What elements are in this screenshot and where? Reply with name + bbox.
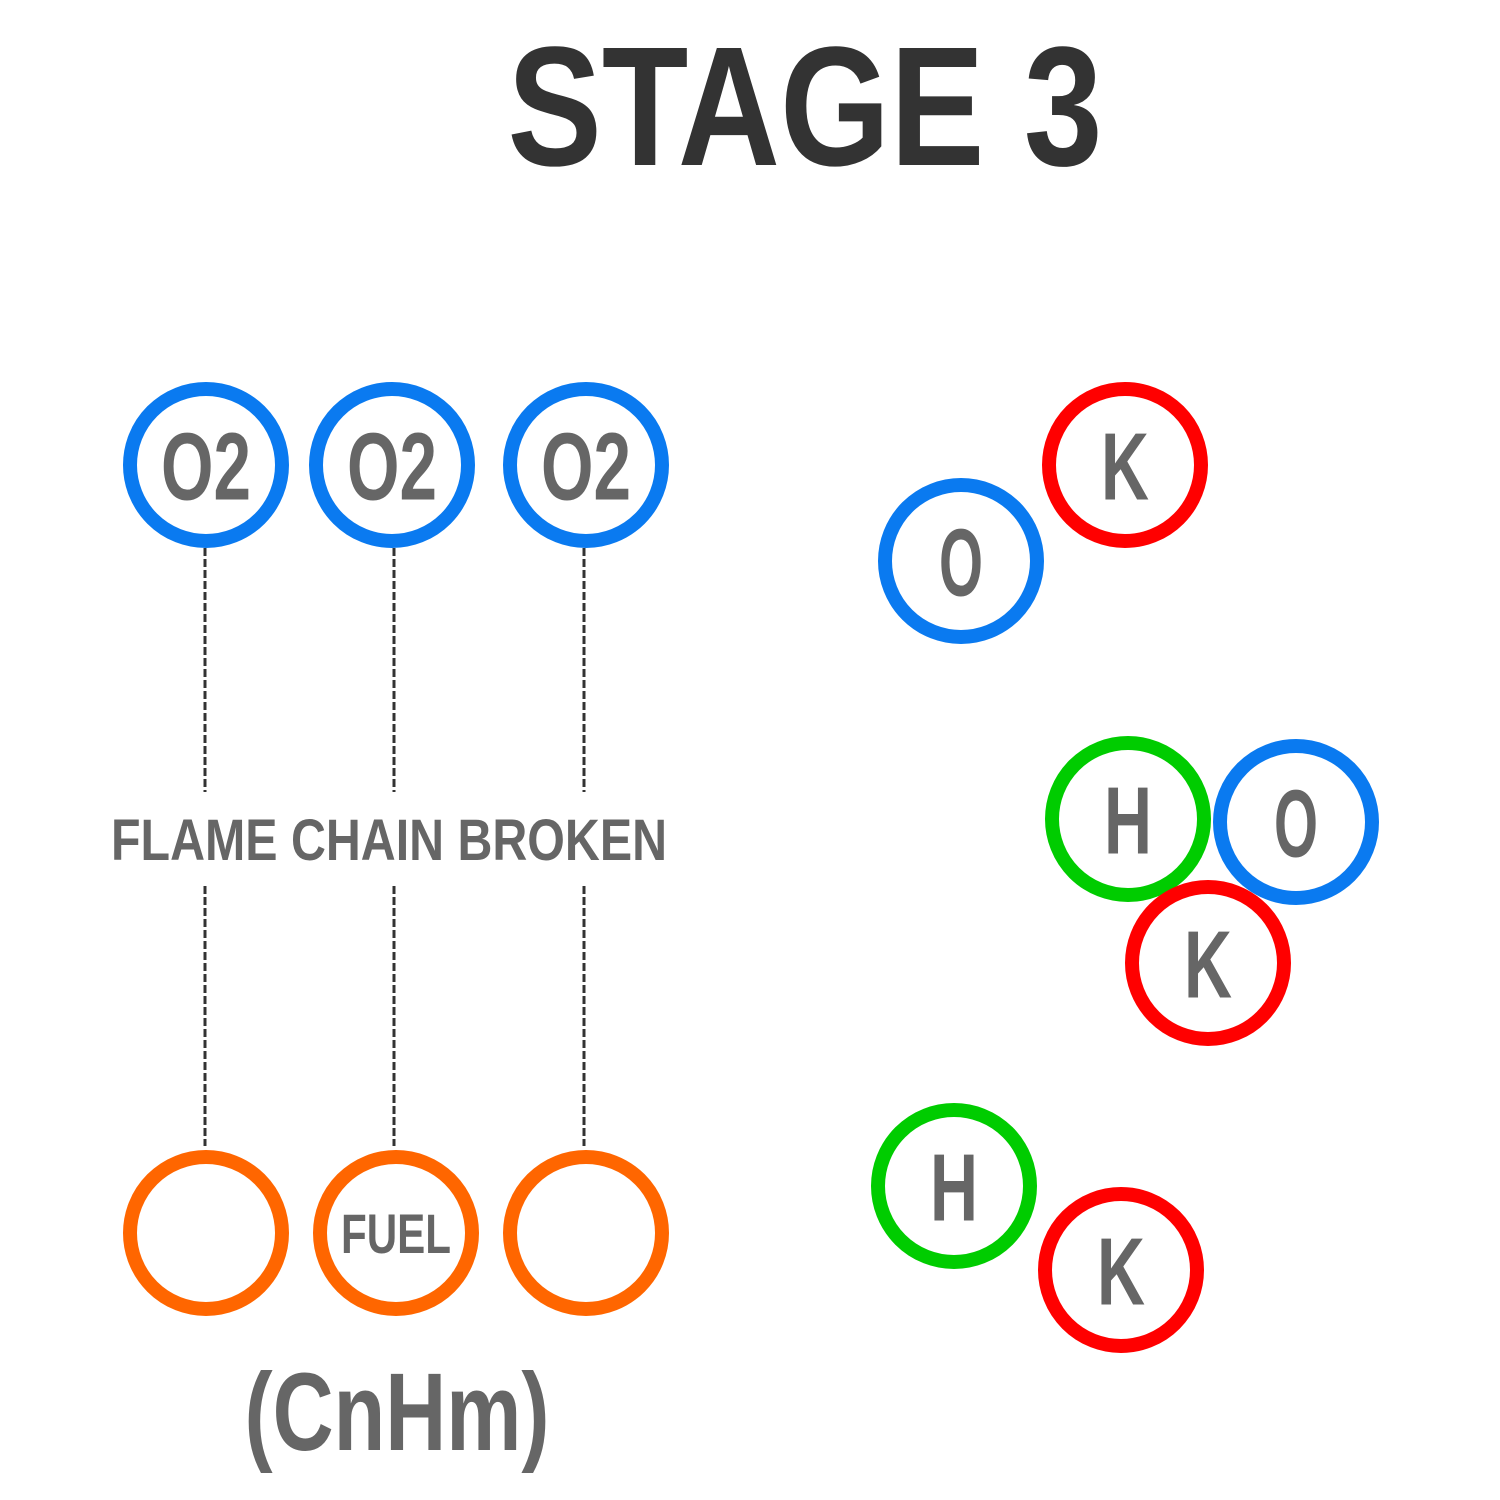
atom-o: O bbox=[878, 478, 1044, 644]
oxygen-molecule-ring bbox=[123, 382, 289, 548]
atom-h-label: H bbox=[1104, 768, 1152, 875]
oxygen-molecule: O2 bbox=[309, 382, 475, 548]
page-title: STAGE 3 bbox=[508, 12, 1103, 202]
oxygen-molecule-ring bbox=[309, 382, 475, 548]
fuel-molecule: FUEL bbox=[313, 1150, 479, 1316]
oxygen-molecule: O2 bbox=[503, 382, 669, 548]
fuel-molecule-label: FUEL bbox=[341, 1202, 451, 1265]
atom-k: K bbox=[1038, 1187, 1204, 1353]
atom-o-label: O bbox=[1274, 771, 1318, 878]
atom-k-label: K bbox=[1184, 912, 1232, 1019]
atom-k-ring bbox=[1125, 880, 1291, 1046]
atom-o-ring bbox=[1213, 739, 1379, 905]
chain-label: FLAME CHAIN BROKEN bbox=[111, 808, 667, 873]
atom-k: K bbox=[1125, 880, 1291, 1046]
fuel-molecule-ring bbox=[123, 1150, 289, 1316]
atom-k: K bbox=[1042, 382, 1208, 548]
atom-h: H bbox=[871, 1103, 1037, 1269]
oxygen-molecule: O2 bbox=[123, 382, 289, 548]
atom-k-label: K bbox=[1097, 1219, 1145, 1326]
atom-k-ring bbox=[1038, 1187, 1204, 1353]
fuel-formula: (CnHm) bbox=[245, 1351, 550, 1474]
atom-h: H bbox=[1045, 736, 1211, 902]
fuel-molecule bbox=[123, 1150, 289, 1316]
atom-h-ring bbox=[1045, 736, 1211, 902]
oxygen-molecule-label: O2 bbox=[541, 414, 631, 521]
fuel-molecule-ring bbox=[503, 1150, 669, 1316]
atom-o-ring bbox=[878, 478, 1044, 644]
chain-lines bbox=[203, 548, 586, 1146]
atom-h-ring bbox=[871, 1103, 1037, 1269]
atom-o: O bbox=[1213, 739, 1379, 905]
atom-k-label: K bbox=[1101, 414, 1149, 521]
atom-h-label: H bbox=[930, 1135, 978, 1242]
atom-o-label: O bbox=[939, 510, 983, 617]
atom-k-ring bbox=[1042, 382, 1208, 548]
fuel-molecule bbox=[503, 1150, 669, 1316]
oxygen-molecule-label: O2 bbox=[347, 414, 437, 521]
fuel-molecule-ring bbox=[313, 1150, 479, 1316]
oxygen-molecule-ring bbox=[503, 382, 669, 548]
oxygen-molecule-label: O2 bbox=[161, 414, 251, 521]
